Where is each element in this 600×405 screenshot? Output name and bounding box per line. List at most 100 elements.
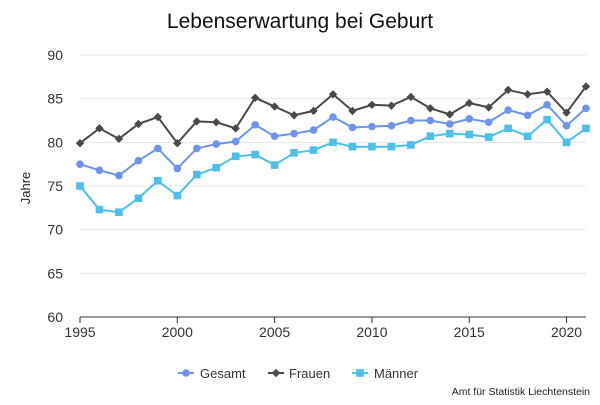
x-tick-label: 2010: [356, 324, 387, 340]
data-point: [484, 118, 493, 127]
data-point: [173, 191, 182, 200]
x-tick-label: 2015: [454, 324, 485, 340]
legend-item-frauen: Frauen: [268, 366, 330, 381]
data-point: [367, 100, 377, 109]
data-point: [465, 98, 474, 108]
data-point: [76, 182, 84, 190]
data-point: [309, 106, 318, 116]
data-point: [406, 92, 416, 102]
data-point: [465, 114, 474, 123]
series-gesamt: [76, 100, 590, 180]
data-point: [368, 122, 376, 131]
legend-label: Männer: [374, 366, 419, 381]
data-point: [562, 138, 571, 147]
data-point: [153, 112, 163, 122]
data-point: [75, 139, 85, 148]
data-point: [290, 129, 298, 138]
series-m-nner: [76, 115, 590, 216]
x-tick-label: 1995: [64, 324, 95, 340]
x-tick-label: 2000: [162, 324, 193, 340]
legend-label: Gesamt: [200, 366, 246, 381]
data-point: [192, 144, 201, 153]
data-point: [95, 166, 104, 175]
data-point: [173, 164, 182, 173]
x-tick-label: 2020: [551, 324, 582, 340]
data-point: [154, 176, 162, 185]
data-point: [173, 139, 182, 148]
data-point: [212, 118, 221, 127]
data-point: [445, 129, 454, 138]
legend-label: Frauen: [289, 366, 330, 381]
data-point: [426, 132, 435, 141]
data-point: [407, 141, 415, 149]
data-point: [581, 82, 591, 91]
data-point: [523, 90, 532, 99]
data-point: [426, 104, 435, 113]
data-point: [95, 124, 104, 133]
data-point: [562, 108, 571, 117]
data-point: [504, 106, 512, 114]
data-point: [95, 205, 104, 214]
data-point: [368, 142, 376, 151]
data-point: [329, 138, 337, 147]
data-point: [212, 163, 221, 172]
legend-item-m-nner: Männer: [352, 366, 419, 381]
data-point: [348, 123, 357, 132]
source-credit: Amt für Statistik Liechtenstein: [452, 386, 590, 398]
data-point: [582, 104, 590, 113]
data-point: [309, 126, 318, 134]
data-point: [328, 90, 338, 99]
data-point: [270, 132, 279, 141]
series-frauen: [75, 82, 591, 148]
data-point: [231, 152, 240, 161]
data-point: [582, 124, 590, 133]
y-tick-label: 75: [47, 178, 63, 194]
data-point: [251, 121, 259, 129]
data-point: [523, 111, 532, 120]
data-point: [387, 101, 396, 110]
data-point: [270, 102, 279, 111]
data-point: [192, 170, 201, 179]
data-point: [465, 130, 474, 139]
data-point: [212, 140, 221, 148]
data-point: [115, 171, 123, 180]
y-tick-label: 90: [47, 47, 63, 63]
data-point: [504, 124, 512, 133]
data-point: [290, 149, 298, 157]
data-point: [503, 85, 513, 95]
x-tick-label: 2005: [259, 324, 290, 340]
data-point: [115, 208, 123, 216]
y-tick-label: 70: [47, 222, 63, 238]
data-point: [348, 106, 357, 116]
data-point: [309, 146, 318, 154]
data-point: [134, 119, 143, 129]
data-point: [134, 156, 143, 165]
data-point: [251, 150, 259, 159]
data-point: [426, 116, 435, 125]
data-point: [270, 161, 279, 169]
data-point: [250, 93, 260, 102]
data-point: [154, 144, 162, 153]
data-point: [114, 134, 124, 144]
chart-title: Lebenserwartung bei Geburt: [167, 10, 433, 33]
data-point: [543, 115, 551, 124]
data-point: [484, 133, 493, 141]
data-point: [289, 111, 299, 120]
data-point: [445, 110, 454, 119]
data-point: [387, 121, 396, 130]
data-point: [562, 121, 571, 130]
data-point: [445, 120, 454, 128]
legend-marker: [182, 369, 190, 377]
legend: Gesamt Frauen Männer: [178, 366, 419, 381]
data-point: [543, 100, 551, 109]
data-point: [231, 124, 240, 133]
data-point: [407, 116, 415, 125]
y-tick-label: 60: [47, 309, 63, 325]
legend-item-gesamt: Gesamt: [178, 366, 246, 381]
series-line: [79, 118, 587, 214]
axes: 60 65 70 75 80 85 90 1995 2000 2005 2010 2015 2020: [47, 47, 586, 340]
data-point: [192, 117, 201, 126]
data-point: [542, 87, 552, 96]
data-point: [387, 142, 396, 151]
